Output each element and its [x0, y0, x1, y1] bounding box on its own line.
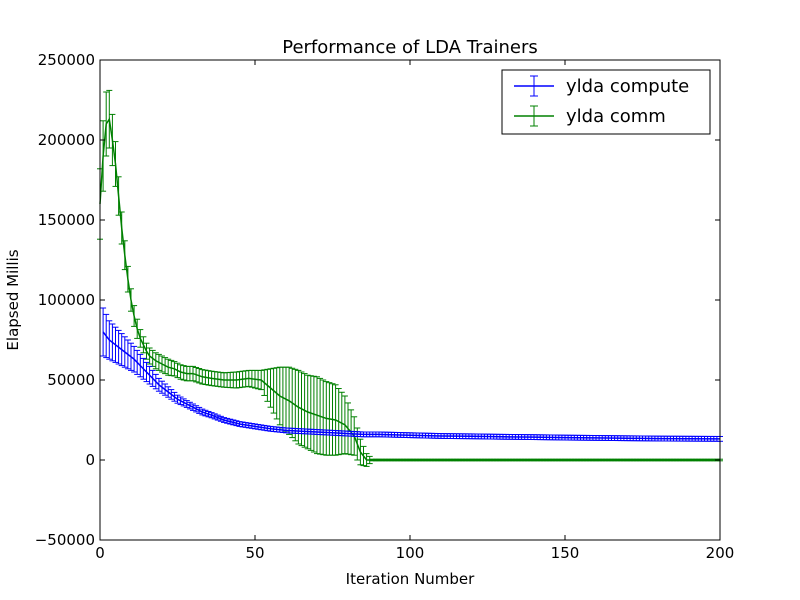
y-axis-title: Elapsed Millis	[4, 249, 22, 350]
x-tick-label: 0	[95, 544, 105, 562]
plot-area	[97, 89, 723, 467]
legend-item-compute: ylda compute	[514, 75, 689, 97]
series-0	[100, 307, 723, 442]
series-line-comm	[99, 117, 720, 461]
x-tick-label: 200	[706, 544, 735, 562]
y-tick-label: −50000	[35, 531, 95, 549]
series-line-compute	[102, 331, 721, 440]
y-tick-label: 150000	[38, 211, 95, 229]
legend-label-compute: ylda compute	[566, 76, 689, 97]
x-axis-title: Iteration Number	[346, 570, 475, 588]
x-tick-label: 150	[551, 544, 580, 562]
x-tick-label: 100	[396, 544, 425, 562]
series-1	[97, 89, 723, 467]
x-axis: 0 50 100 150 200	[95, 60, 734, 562]
legend: ylda compute ylda comm	[501, 69, 711, 135]
x-tick-label: 50	[245, 544, 264, 562]
legend-label-comm: ylda comm	[566, 106, 666, 127]
y-tick-label: 50000	[47, 371, 95, 389]
legend-item-comm: ylda comm	[514, 105, 666, 127]
y-axis: −50000 0 50000 100000 150000 200000 250000	[35, 51, 720, 549]
y-tick-label: 0	[85, 451, 95, 469]
chart-title: Performance of LDA Trainers	[282, 37, 538, 58]
y-tick-label: 100000	[38, 291, 95, 309]
y-tick-label: 200000	[38, 131, 95, 149]
legend-box	[501, 69, 711, 135]
y-tick-label: 250000	[38, 51, 95, 69]
